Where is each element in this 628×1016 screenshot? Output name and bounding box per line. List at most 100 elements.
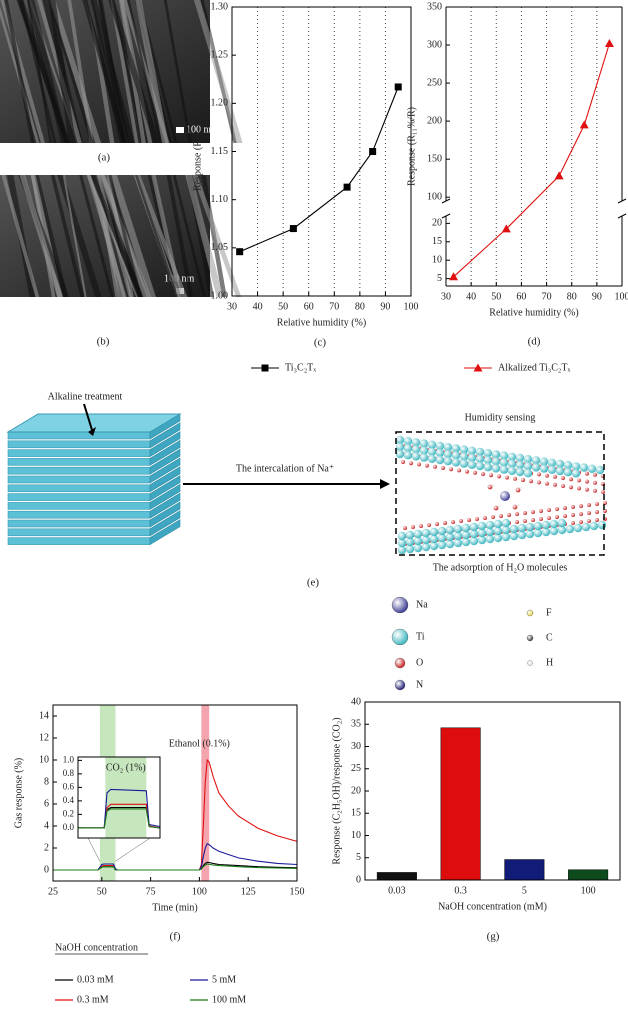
atom xyxy=(509,531,519,541)
atom xyxy=(555,515,559,519)
atom xyxy=(475,461,485,471)
y-tick-label: 250 xyxy=(427,77,442,88)
marker xyxy=(369,148,377,155)
sem-texture xyxy=(108,175,142,297)
atom xyxy=(585,487,589,492)
sem-texture xyxy=(90,175,143,297)
x-tick-label: 40 xyxy=(466,291,476,302)
atom xyxy=(513,476,517,481)
series-line xyxy=(53,842,298,871)
atom xyxy=(499,458,509,467)
atom xyxy=(429,541,439,551)
atom xyxy=(465,469,469,474)
atom xyxy=(421,528,431,538)
atom xyxy=(515,512,519,516)
layer-side xyxy=(149,439,181,466)
y-tick-label: 0.4 xyxy=(63,795,75,805)
sem-texture xyxy=(98,0,130,143)
atom xyxy=(475,517,479,521)
atom xyxy=(553,474,557,479)
layer xyxy=(7,493,151,501)
diagram-label: The adsorption of H₂O molecules xyxy=(433,562,568,573)
series-line xyxy=(53,758,298,871)
atom xyxy=(563,468,573,477)
atom xyxy=(453,538,463,548)
atom xyxy=(581,522,591,532)
atom xyxy=(477,521,487,531)
atom xyxy=(497,474,501,479)
axis-break xyxy=(617,213,627,219)
atom-key xyxy=(391,628,409,646)
atom xyxy=(587,464,597,473)
atom xyxy=(593,488,597,493)
atom xyxy=(577,486,581,491)
atom xyxy=(539,457,549,466)
atom xyxy=(516,503,520,507)
atom xyxy=(419,524,423,528)
atom xyxy=(451,520,455,524)
x-tick-label: 60 xyxy=(516,291,526,302)
atom-label: F xyxy=(546,607,552,618)
x-tick-label: 90 xyxy=(380,301,390,312)
atom xyxy=(571,513,575,517)
y-tick-label: 1.0 xyxy=(63,754,75,764)
atom xyxy=(437,540,447,550)
atom xyxy=(545,481,549,486)
sem-texture xyxy=(109,175,156,297)
atom xyxy=(571,505,575,509)
atom xyxy=(569,477,573,482)
x-tick-label: 100 xyxy=(581,885,596,896)
atom xyxy=(593,472,597,477)
y-tick-label: 10 xyxy=(432,255,442,266)
atom xyxy=(515,520,519,524)
atom-key xyxy=(394,679,406,691)
atom xyxy=(401,460,405,464)
sem-texture xyxy=(134,175,179,297)
layer-side xyxy=(149,466,181,493)
atom xyxy=(571,521,575,525)
atom xyxy=(525,529,535,539)
atom xyxy=(429,527,439,537)
atom xyxy=(491,450,501,459)
y-tick-label: 15 xyxy=(351,808,361,819)
legend-marker xyxy=(473,363,483,372)
layer-side xyxy=(149,475,181,502)
y-tick-label: 0 xyxy=(356,874,361,885)
atom xyxy=(427,454,437,463)
sem-texture xyxy=(19,175,63,297)
atom xyxy=(547,458,557,467)
sem-texture xyxy=(17,0,71,143)
axis-break xyxy=(617,198,627,204)
atom xyxy=(475,447,485,457)
atom xyxy=(419,453,429,462)
atom xyxy=(507,452,517,461)
atom xyxy=(443,521,447,525)
atom xyxy=(469,536,479,546)
diagram-label: Alkaline treatment xyxy=(48,391,123,402)
sem-texture xyxy=(48,0,76,143)
atom xyxy=(411,452,421,461)
atom xyxy=(517,530,527,540)
atom xyxy=(411,438,421,447)
atom xyxy=(595,465,605,475)
atom xyxy=(485,527,495,537)
atom-key xyxy=(527,660,533,666)
atom xyxy=(403,444,413,453)
y-tick-label: 6 xyxy=(44,798,49,809)
atom xyxy=(443,457,453,466)
atom xyxy=(587,519,591,523)
x-tick-label: 50 xyxy=(278,301,288,312)
atom xyxy=(515,460,525,470)
zoom-line xyxy=(115,837,151,862)
panel-label: (e) xyxy=(307,577,320,589)
atom xyxy=(421,535,431,545)
layer xyxy=(7,519,151,528)
atom xyxy=(563,461,573,470)
sem-texture xyxy=(62,175,87,297)
y-tick-label: 20 xyxy=(432,218,442,229)
atom xyxy=(507,513,511,517)
y-tick-label: 15 xyxy=(432,236,442,247)
y-tick-label: 1.25 xyxy=(211,49,229,60)
atom xyxy=(419,446,429,455)
atom xyxy=(403,526,407,530)
